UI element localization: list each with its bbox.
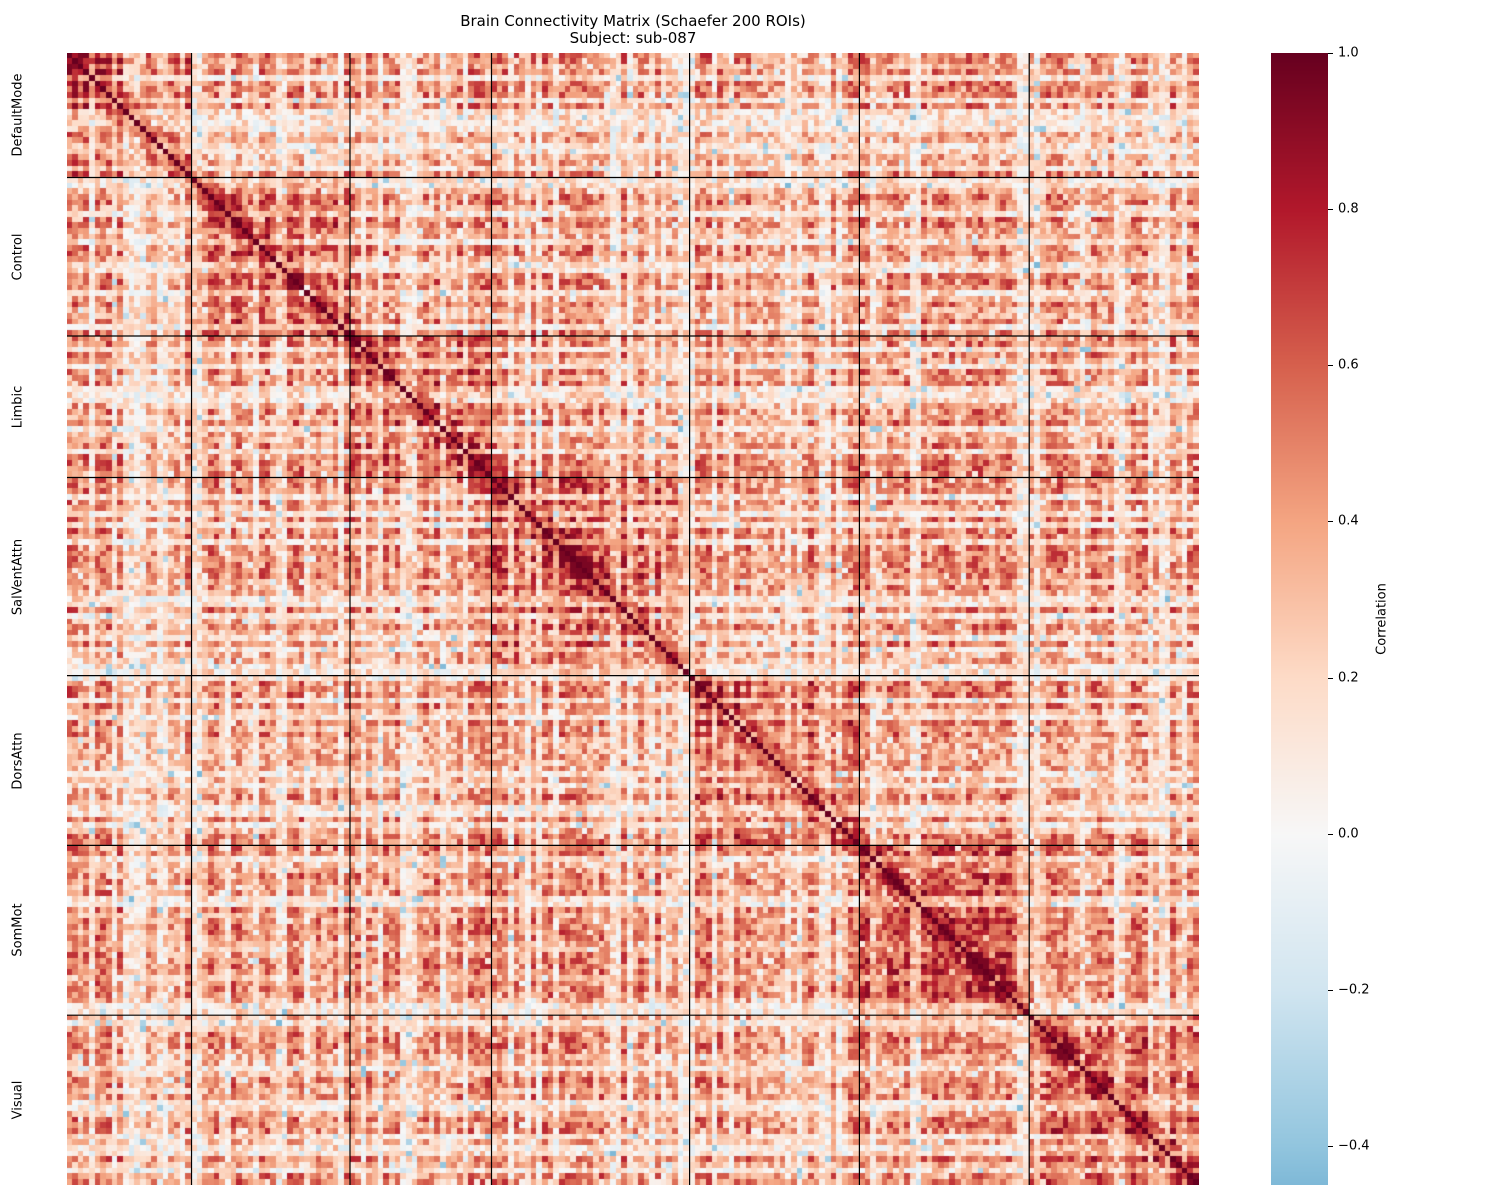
colorbar-tick bbox=[1328, 989, 1333, 991]
colorbar-tick bbox=[1328, 833, 1333, 835]
colorbar bbox=[1271, 53, 1328, 1185]
network-label: Control bbox=[10, 233, 26, 281]
colorbar-label: Correlation bbox=[1374, 583, 1390, 655]
colorbar-tick bbox=[1328, 521, 1333, 523]
colorbar-tick-label: 0.8 bbox=[1338, 201, 1359, 217]
network-label: Visual bbox=[10, 1080, 26, 1120]
connectivity-heatmap bbox=[67, 53, 1199, 1185]
colorbar-tick bbox=[1328, 53, 1333, 54]
colorbar-tick-label: −0.2 bbox=[1338, 982, 1370, 998]
network-label: DefaultMode bbox=[10, 73, 26, 157]
colorbar-tick bbox=[1328, 677, 1333, 679]
network-label: Limbic bbox=[10, 385, 26, 429]
colorbar-tick-label: 1.0 bbox=[1338, 45, 1359, 61]
network-label: SomMot bbox=[10, 903, 26, 957]
colorbar-tick-label: 0.6 bbox=[1338, 357, 1359, 373]
colorbar-tick-label: −0.4 bbox=[1338, 1138, 1370, 1154]
chart-subtitle: Subject: sub-087 bbox=[569, 29, 697, 47]
colorbar-tick-label: 0.4 bbox=[1338, 513, 1359, 529]
colorbar-tick-label: 0.0 bbox=[1338, 826, 1359, 842]
colorbar-tick bbox=[1328, 365, 1333, 367]
chart-title: Brain Connectivity Matrix (Schaefer 200 … bbox=[460, 12, 806, 30]
colorbar-tick-label: 0.2 bbox=[1338, 670, 1359, 686]
network-label: DorsAttn bbox=[10, 731, 26, 790]
colorbar-tick bbox=[1328, 209, 1333, 211]
network-label: SalVentAttn bbox=[10, 538, 26, 615]
colorbar-tick bbox=[1328, 1145, 1333, 1147]
